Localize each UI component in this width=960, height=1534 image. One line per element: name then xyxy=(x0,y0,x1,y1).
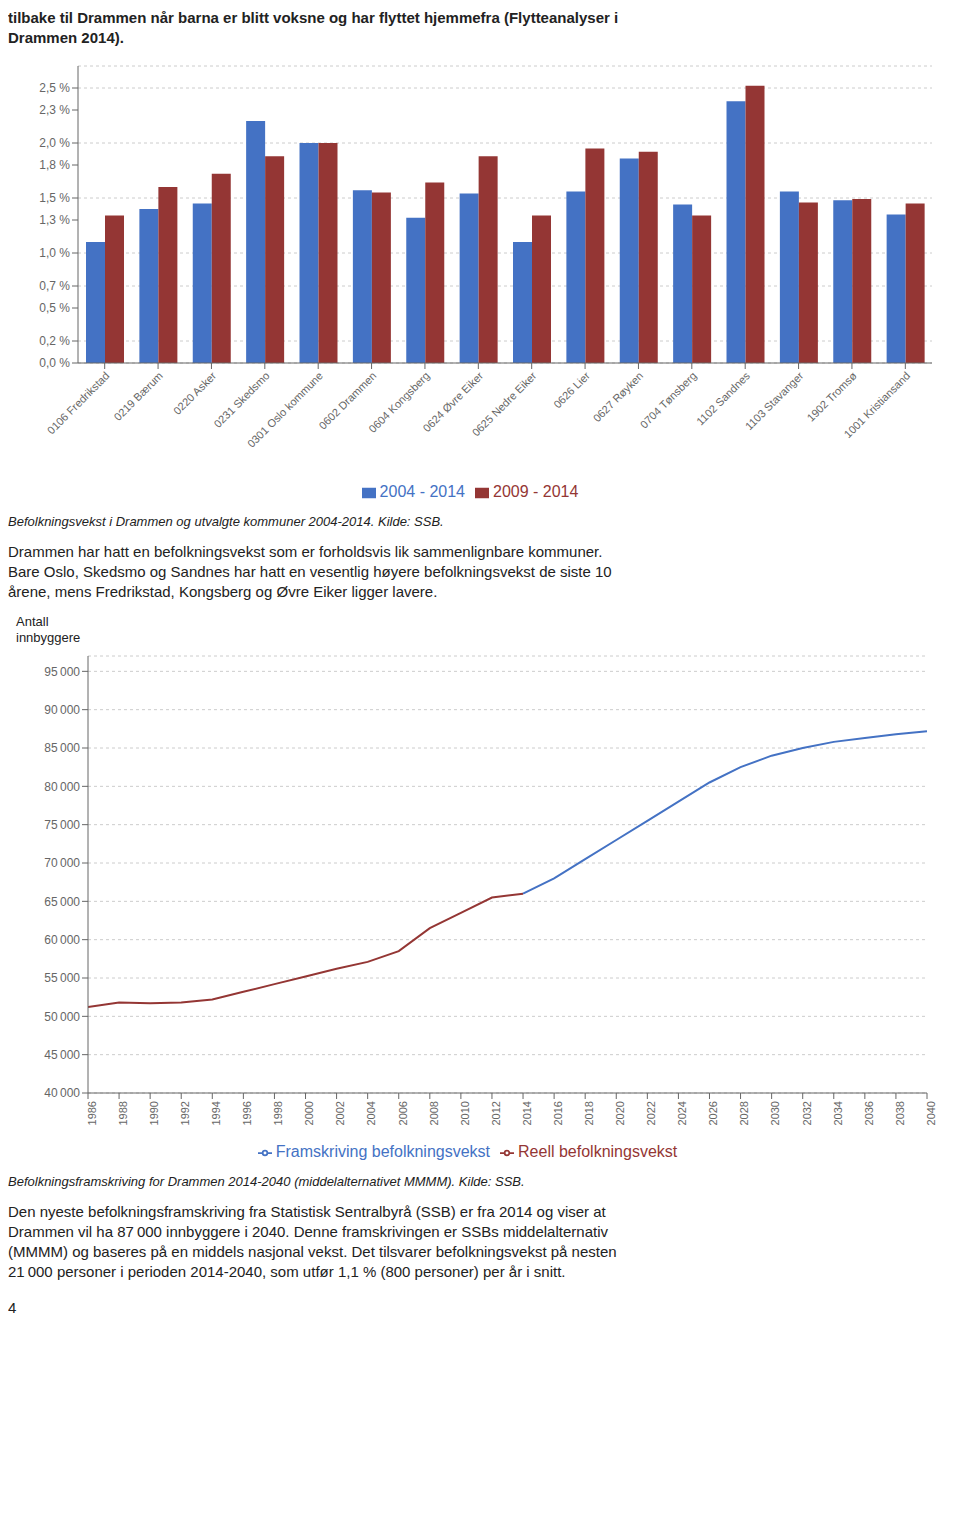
svg-text:2040: 2040 xyxy=(925,1101,937,1125)
html-text:Drammen har hatt en befolkning: Drammen har hatt en befolkningsvekst som… xyxy=(8,543,603,560)
svg-text:2,3 %: 2,3 % xyxy=(39,103,70,117)
svg-text:2006: 2006 xyxy=(397,1101,409,1125)
svg-text:0220 Asker: 0220 Asker xyxy=(171,369,219,417)
svg-text:0624 Øvre Eiker: 0624 Øvre Eiker xyxy=(420,369,486,435)
svg-text:0,0 %: 0,0 % xyxy=(39,356,70,370)
html-text:tilbake til Drammen når barna: tilbake til Drammen når barna er blitt v… xyxy=(8,9,619,26)
html-text:Reell befolkningsvekst: Reell befolkningsvekst xyxy=(518,1143,678,1160)
html-text:Framskriving befolkningsvekst: Framskriving befolkningsvekst xyxy=(275,1143,490,1160)
svg-text:1,5 %: 1,5 % xyxy=(39,191,70,205)
svg-text:1102 Sandnes: 1102 Sandnes xyxy=(694,369,752,427)
svg-text:1103 Stavanger: 1103 Stavanger xyxy=(743,369,806,432)
svg-text:0,2 %: 0,2 % xyxy=(39,334,70,348)
svg-text:60 000: 60 000 xyxy=(44,933,80,947)
svg-text:90 000: 90 000 xyxy=(44,703,80,717)
svg-text:80 000: 80 000 xyxy=(44,780,80,794)
svg-text:2036: 2036 xyxy=(863,1101,875,1125)
svg-text:1994: 1994 xyxy=(210,1101,222,1125)
html-text:Drammen vil ha 87 000 innbygge: Drammen vil ha 87 000 innbyggere i 2040.… xyxy=(8,1223,608,1240)
svg-text:1986: 1986 xyxy=(86,1101,98,1125)
svg-text:2032: 2032 xyxy=(801,1101,813,1125)
svg-text:85 000: 85 000 xyxy=(44,741,80,755)
svg-text:2018: 2018 xyxy=(583,1101,595,1125)
html-text:2009 - 2014: 2009 - 2014 xyxy=(493,483,579,500)
svg-text:1,3 %: 1,3 % xyxy=(39,213,70,227)
svg-text:95 000: 95 000 xyxy=(44,665,80,679)
html-text:2004 - 2014: 2004 - 2014 xyxy=(379,483,465,500)
svg-text:75 000: 75 000 xyxy=(44,818,80,832)
svg-text:1992: 1992 xyxy=(179,1101,191,1125)
html-text:Antall innbyggere: Antall innbyggere xyxy=(16,614,81,645)
svg-text:1998: 1998 xyxy=(272,1101,284,1125)
html-text:4: 4 xyxy=(8,1299,17,1316)
svg-text:2038: 2038 xyxy=(894,1101,906,1125)
svg-text:2020: 2020 xyxy=(614,1101,626,1125)
svg-text:45 000: 45 000 xyxy=(44,1048,80,1062)
svg-text:2000: 2000 xyxy=(303,1101,315,1125)
svg-text:2,0 %: 2,0 % xyxy=(39,136,70,150)
svg-text:2002: 2002 xyxy=(334,1101,346,1125)
svg-text:0602 Drammen: 0602 Drammen xyxy=(316,369,378,431)
svg-text:1001 Kristiansand: 1001 Kristiansand xyxy=(841,369,912,440)
svg-text:40 000: 40 000 xyxy=(44,1086,80,1100)
svg-text:2,5 %: 2,5 % xyxy=(39,81,70,95)
svg-text:2034: 2034 xyxy=(832,1101,844,1125)
svg-text:2024: 2024 xyxy=(676,1101,688,1125)
svg-text:65 000: 65 000 xyxy=(44,895,80,909)
svg-text:2004: 2004 xyxy=(365,1101,377,1125)
svg-text:1990: 1990 xyxy=(148,1101,160,1125)
svg-text:2022: 2022 xyxy=(645,1101,657,1125)
svg-text:0301 Oslo kommune: 0301 Oslo kommune xyxy=(245,369,325,449)
svg-text:2008: 2008 xyxy=(428,1101,440,1125)
html-text:21 000 personer i perioden 201: 21 000 personer i perioden 2014-2040, so… xyxy=(8,1263,566,1280)
svg-text:2030: 2030 xyxy=(769,1101,781,1125)
svg-text:0231 Skedsmo: 0231 Skedsmo xyxy=(211,369,271,429)
svg-text:2026: 2026 xyxy=(707,1101,719,1125)
svg-text:0626 Lier: 0626 Lier xyxy=(551,369,592,410)
svg-text:0106 Fredrikstad: 0106 Fredrikstad xyxy=(45,369,112,436)
svg-text:0219 Bærum: 0219 Bærum xyxy=(112,369,165,422)
svg-text:70 000: 70 000 xyxy=(44,856,80,870)
svg-text:2012: 2012 xyxy=(490,1101,502,1125)
svg-text:2028: 2028 xyxy=(738,1101,750,1125)
svg-text:2016: 2016 xyxy=(552,1101,564,1125)
svg-text:0,5 %: 0,5 % xyxy=(39,301,70,315)
svg-text:1988: 1988 xyxy=(117,1101,129,1125)
svg-text:0604 Kongsberg: 0604 Kongsberg xyxy=(366,369,432,435)
html-text:Drammen 2014).: Drammen 2014). xyxy=(8,29,124,46)
html-text:Befolkningsframskriving for Dr: Befolkningsframskriving for Drammen 2014… xyxy=(8,1174,525,1189)
svg-text:2014: 2014 xyxy=(521,1101,533,1125)
html-text:Befolkningsvekst i Drammen og: Befolkningsvekst i Drammen og utvalgte k… xyxy=(8,514,444,529)
svg-text:1,8 %: 1,8 % xyxy=(39,158,70,172)
svg-text:2010: 2010 xyxy=(459,1101,471,1125)
html-text:årene, mens Fredrikstad, Kongs: årene, mens Fredrikstad, Kongsberg og Øv… xyxy=(8,583,438,600)
svg-text:0625 Nedre Eiker: 0625 Nedre Eiker xyxy=(470,369,539,438)
svg-text:55 000: 55 000 xyxy=(44,971,80,985)
html-text:(MMMM) og baseres på en middel: (MMMM) og baseres på en middels nasjonal… xyxy=(8,1243,617,1260)
html-text:Bare Oslo, Skedsmo og Sandnes: Bare Oslo, Skedsmo og Sandnes har hatt e… xyxy=(8,563,612,580)
svg-text:0,7 %: 0,7 % xyxy=(39,279,70,293)
svg-text:1,0 %: 1,0 % xyxy=(39,246,70,260)
svg-text:0704 Tønsberg: 0704 Tønsberg xyxy=(638,369,699,430)
svg-text:1996: 1996 xyxy=(241,1101,253,1125)
svg-text:50 000: 50 000 xyxy=(44,1010,80,1024)
svg-text:1902 Tromsø: 1902 Tromsø xyxy=(805,369,860,424)
html-text:Den nyeste befolkningsframskri: Den nyeste befolkningsframskriving fra S… xyxy=(8,1203,606,1220)
svg-text:0627 Røyken: 0627 Røyken xyxy=(591,369,646,424)
